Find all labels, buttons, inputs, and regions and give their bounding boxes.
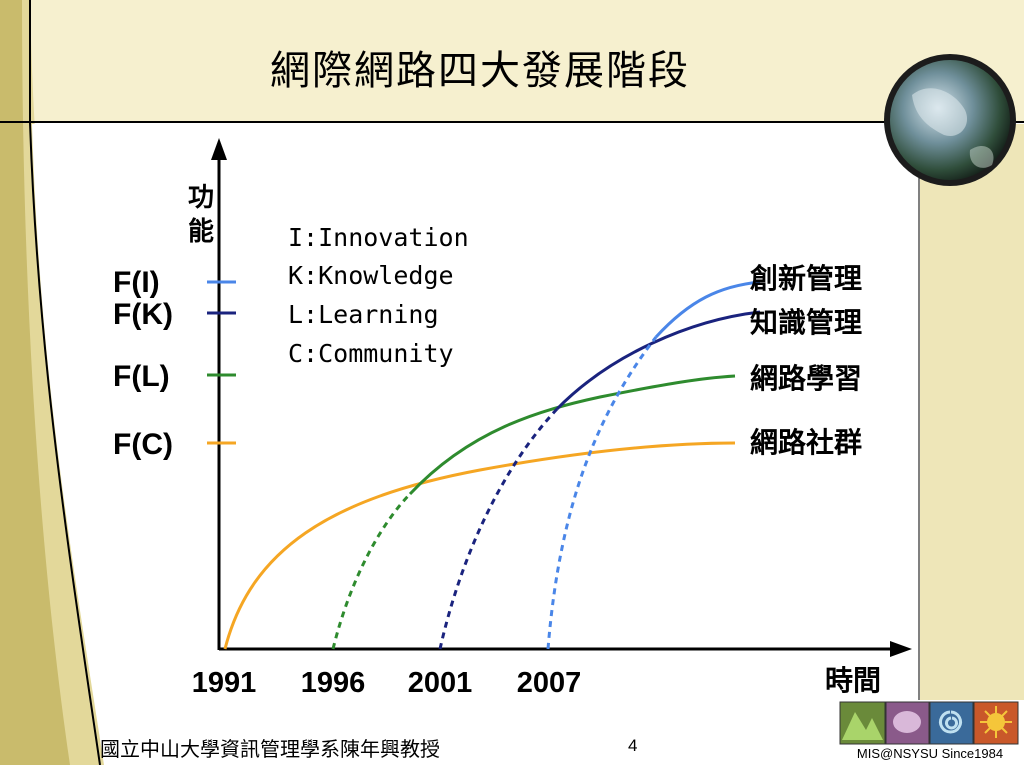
legend-knowledge: K:Knowledge — [288, 261, 454, 290]
footer-text: 國立中山大學資訊管理學系陳年興教授 — [100, 737, 440, 761]
legend-community: C:Community — [288, 339, 454, 368]
y-axis-label-line2: 能 — [188, 216, 214, 247]
curve-knowledge-dashed — [438, 407, 559, 650]
globe-icon — [884, 54, 1016, 186]
curve-learning — [408, 374, 736, 496]
page-number: 4 — [628, 736, 638, 755]
year-label-1996: 1996 — [301, 667, 366, 699]
level-label-fi: F(I) — [113, 266, 160, 299]
curve-label-knowledge: 知識管理 — [750, 306, 862, 339]
curve-label-innovation: 創新管理 — [750, 262, 862, 295]
level-label-fk: F(K) — [113, 298, 173, 331]
year-label-1991: 1991 — [192, 667, 257, 699]
level-label-fc: F(C) — [113, 428, 173, 461]
slide-title: 網際網路四大發展階段 — [270, 48, 690, 94]
year-label-2001: 2001 — [408, 667, 473, 699]
legend-innovation: I:Innovation — [288, 223, 469, 252]
x-axis-arrow-icon — [890, 641, 912, 657]
x-axis-label: 時間 — [825, 664, 881, 697]
curve-innovation — [654, 280, 761, 339]
curve-label-learning: 網路學習 — [750, 362, 862, 395]
y-axis-arrow-icon — [211, 138, 227, 160]
curve-learning-dashed — [331, 492, 412, 650]
curve-knowledge — [555, 310, 761, 411]
mis-logo-icon — [839, 701, 1019, 745]
y-axis-label-line1: 功 — [188, 183, 214, 213]
level-label-fl: F(L) — [113, 360, 170, 393]
curve-label-community: 網路社群 — [750, 426, 862, 459]
year-label-2007: 2007 — [517, 667, 582, 699]
curve-innovation-dashed — [546, 336, 658, 650]
curve-community — [223, 441, 736, 650]
legend-learning: L:Learning — [288, 300, 439, 329]
logo-caption: MIS@NSYSU Since1984 — [844, 745, 1016, 763]
